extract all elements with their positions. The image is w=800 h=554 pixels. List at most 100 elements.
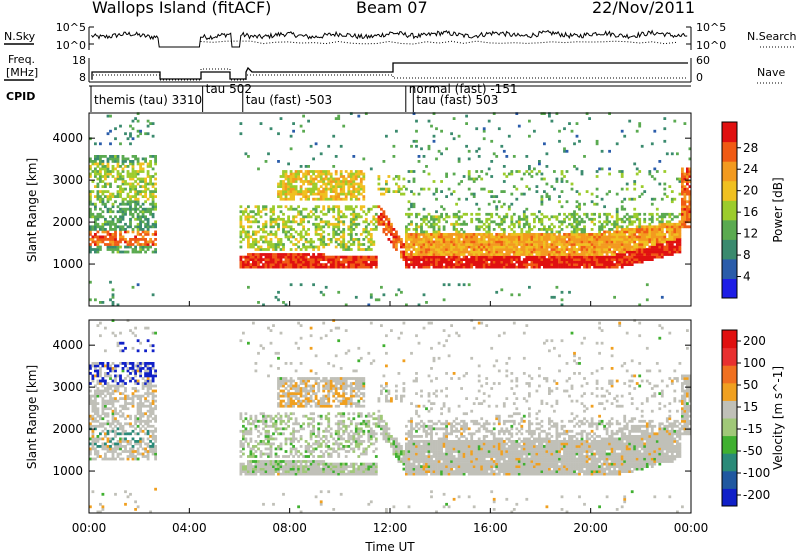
heatmap-cell	[134, 457, 137, 461]
heatmap-cell	[277, 263, 280, 266]
heatmap-cell	[665, 248, 669, 251]
heatmap-cell	[635, 215, 639, 219]
heatmap-cell	[91, 215, 95, 219]
heatmap-cell	[299, 187, 303, 191]
heatmap-cell	[487, 243, 491, 246]
heatmap-cell	[447, 245, 451, 249]
heatmap-cell	[427, 265, 431, 269]
heatmap-cell	[435, 217, 438, 221]
heatmap-cell	[297, 210, 300, 214]
heatmap-cell	[364, 255, 368, 259]
heatmap-cell	[312, 222, 315, 226]
heatmap-cell	[600, 248, 604, 251]
heatmap-cell	[417, 258, 421, 261]
heatmap-cell	[545, 260, 549, 264]
heatmap-cell	[134, 170, 137, 173]
heatmap-cell	[655, 250, 659, 254]
heatmap-cell	[686, 207, 689, 211]
heatmap-cell	[425, 245, 428, 249]
heatmap-cell	[126, 243, 130, 246]
heatmap-cell	[575, 230, 579, 234]
heatmap-cell	[620, 129, 624, 133]
heatmap-cell	[247, 432, 250, 436]
heatmap-cell	[277, 240, 280, 244]
heatmap-cell	[608, 238, 611, 241]
heatmap-cell	[570, 238, 574, 241]
heatmap-cell	[452, 172, 456, 176]
heatmap-cell	[390, 233, 393, 236]
heatmap-cell	[89, 372, 92, 375]
heatmap-cell	[686, 190, 689, 193]
heatmap-cell	[332, 263, 336, 266]
heatmap-cell	[131, 215, 135, 219]
heatmap-cell	[349, 182, 353, 186]
heatmap-cell	[89, 414, 92, 418]
station-title: Wallops Island (fitACF)	[92, 0, 271, 17]
heatmap-cell	[500, 235, 504, 239]
heatmap-cell	[279, 197, 283, 201]
heatmap-cell	[154, 394, 157, 398]
heatmap-cell	[608, 248, 611, 251]
heatmap-cell	[472, 260, 476, 264]
heatmap-cell	[144, 432, 147, 436]
heatmap-cell	[445, 233, 448, 236]
heatmap-cell	[239, 467, 243, 471]
heatmap-cell	[402, 243, 406, 246]
heatmap-cell	[485, 260, 489, 264]
heatmap-cell	[144, 187, 147, 191]
heatmap-cell	[620, 220, 624, 224]
heatmap-cell	[482, 187, 486, 191]
heatmap-cell	[608, 167, 611, 171]
heatmap-cell	[101, 377, 105, 380]
heatmap-cell	[134, 389, 137, 393]
heatmap-cell	[247, 460, 250, 463]
heatmap-cell	[89, 422, 92, 426]
heatmap-cell	[267, 265, 270, 269]
heatmap-cell	[427, 253, 431, 256]
heatmap-cell	[116, 225, 120, 229]
heatmap-cell	[249, 235, 253, 239]
heatmap-cell	[89, 382, 92, 385]
heatmap-cell	[252, 460, 255, 463]
heatmap-cell	[119, 424, 122, 428]
heatmap-cell	[605, 235, 609, 239]
heatmap-cell	[99, 374, 102, 378]
heatmap-cell	[683, 175, 687, 178]
heatmap-cell	[540, 228, 544, 231]
heatmap-cell	[425, 258, 428, 261]
heatmap-cell	[507, 243, 511, 246]
heatmap-cell	[545, 230, 549, 234]
heatmap-cell	[131, 392, 135, 395]
heatmap-cell	[565, 245, 569, 249]
heatmap-cell	[633, 187, 637, 191]
heatmap-cell	[154, 205, 157, 209]
heatmap-cell	[668, 222, 672, 226]
heatmap-cell	[645, 243, 649, 246]
heatmap-cell	[598, 212, 601, 216]
heatmap-cell	[324, 197, 328, 201]
heatmap-cell	[369, 258, 373, 261]
heatmap-cell	[660, 220, 664, 224]
heatmap-cell	[427, 248, 431, 251]
heatmap-cell	[342, 238, 346, 241]
heatmap-cell	[319, 210, 323, 214]
heatmap-cell	[124, 180, 127, 183]
freq-panel: 18 8 60 0 Freq. [MHz] Nave	[4, 53, 785, 84]
heatmap-cell	[512, 235, 516, 239]
heatmap-cell	[144, 185, 147, 188]
heatmap-cell	[540, 243, 544, 246]
heatmap-cell	[415, 139, 418, 143]
heatmap-cell	[317, 190, 321, 193]
heatmap-cell	[515, 260, 519, 264]
heatmap-cell	[104, 432, 107, 436]
heatmap-cell	[139, 429, 142, 433]
heatmap-cell	[628, 230, 632, 234]
heatmap-cell	[329, 263, 333, 266]
heatmap-cell	[146, 225, 150, 229]
heatmap-cell	[129, 182, 132, 186]
heatmap-cell	[129, 424, 132, 428]
heatmap-cell	[139, 250, 142, 254]
heatmap-cell	[139, 397, 142, 400]
heatmap-cell	[239, 255, 243, 259]
heatmap-cell	[688, 172, 692, 176]
